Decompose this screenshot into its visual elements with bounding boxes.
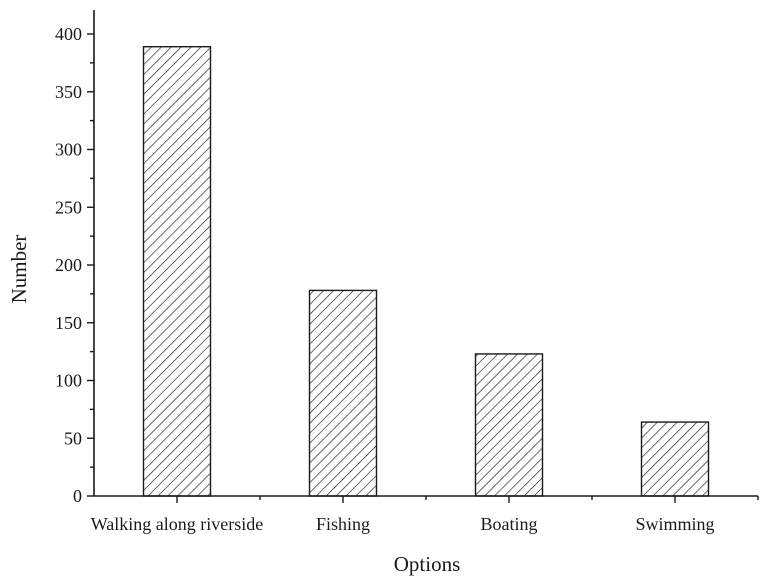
- x-tick-label: Swimming: [635, 514, 714, 534]
- y-tick-label: 50: [64, 428, 82, 448]
- x-tick-label: Fishing: [316, 514, 370, 534]
- x-axis-title: Options: [394, 552, 461, 576]
- bar-boating: [474, 353, 544, 497]
- y-tick-label: 300: [55, 140, 82, 160]
- y-tick-label: 400: [55, 24, 82, 44]
- y-axis-title: Number: [7, 235, 31, 304]
- y-tick-label: 250: [55, 197, 82, 217]
- bar-swimming: [640, 421, 710, 497]
- bar-fishing: [308, 289, 378, 497]
- y-tick-label: 150: [55, 313, 82, 333]
- y-tick-label: 200: [55, 255, 82, 275]
- y-tick-label: 350: [55, 82, 82, 102]
- axes-group: 0 50 100 150 200 250 300 350 400 Walking along ri…: [55, 10, 759, 534]
- y-tick-label: 100: [55, 371, 82, 391]
- x-tick-label: Boating: [481, 514, 538, 534]
- bars-group: [142, 46, 710, 497]
- bar-walking-along-riverside: [142, 46, 212, 497]
- x-tick-label: Walking along riverside: [91, 514, 264, 534]
- y-tick-label: 0: [73, 486, 82, 506]
